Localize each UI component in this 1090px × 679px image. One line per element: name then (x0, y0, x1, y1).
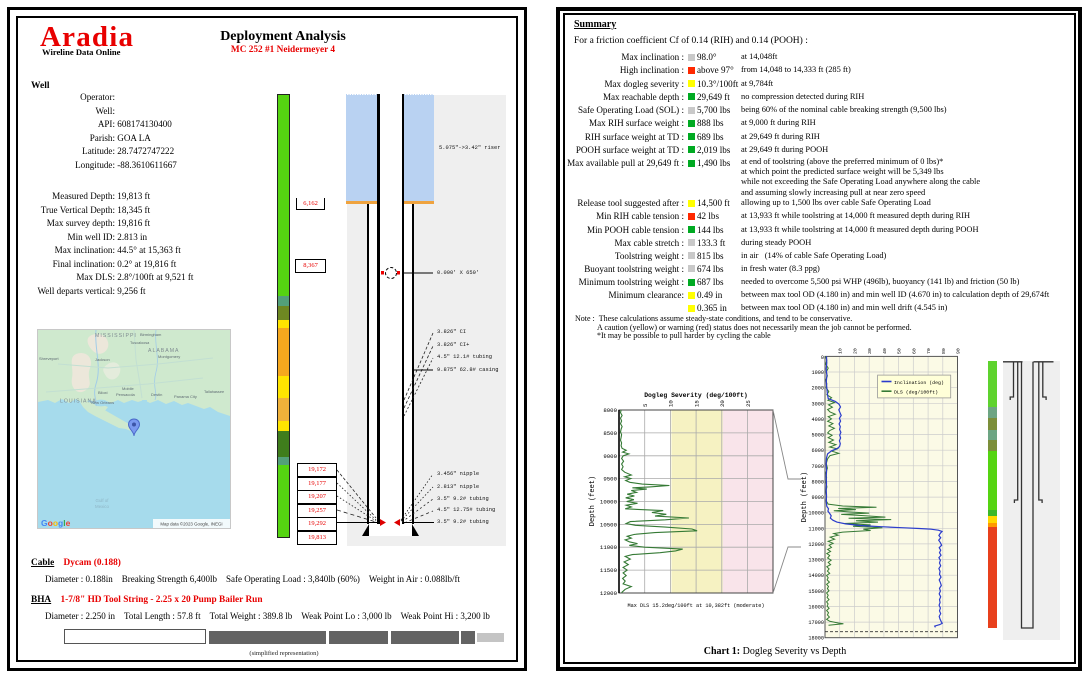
svg-text:Dogleg Severity (deg/100ft): Dogleg Severity (deg/100ft) (644, 392, 748, 399)
svg-text:6000: 6000 (812, 448, 824, 454)
svg-text:2000: 2000 (812, 386, 824, 392)
svg-text:Mexico: Mexico (95, 504, 109, 509)
svg-text:25: 25 (745, 400, 752, 407)
svg-text:ALABAMA: ALABAMA (148, 348, 180, 354)
svg-text:Destin: Destin (151, 392, 162, 397)
svg-text:16000: 16000 (808, 604, 824, 610)
svg-text:10000: 10000 (600, 499, 618, 506)
svg-text:15000: 15000 (808, 589, 824, 595)
svg-text:20: 20 (852, 348, 858, 354)
svg-text:Max DLS 15.2deg/100ft at 10,38: Max DLS 15.2deg/100ft at 10,382ft (moder… (628, 603, 765, 609)
svg-text:9000: 9000 (812, 495, 824, 501)
svg-text:8500: 8500 (603, 430, 617, 437)
svg-text:10500: 10500 (600, 521, 618, 528)
svg-text:12000: 12000 (808, 542, 824, 548)
svg-text:9500: 9500 (603, 476, 617, 483)
svg-text:5: 5 (642, 403, 649, 407)
svg-text:13000: 13000 (808, 558, 824, 564)
svg-text:MISSISSIPPI: MISSISSIPPI (95, 333, 137, 339)
svg-text:0: 0 (821, 355, 824, 361)
svg-text:20: 20 (719, 400, 726, 407)
svg-text:4000: 4000 (812, 417, 824, 423)
svg-text:Birmingham: Birmingham (140, 332, 162, 337)
svg-text:70: 70 (926, 348, 932, 354)
svg-text:Montgomery: Montgomery (158, 354, 180, 359)
svg-text:18000: 18000 (808, 636, 824, 642)
svg-text:1000: 1000 (812, 370, 824, 376)
svg-text:10000: 10000 (808, 511, 824, 517)
svg-text:11000: 11000 (600, 544, 618, 551)
svg-text:30: 30 (867, 348, 873, 354)
svg-text:LOUISIANA: LOUISIANA (60, 399, 97, 405)
svg-text:Map data ©2023 Google, INEGI: Map data ©2023 Google, INEGI (160, 522, 222, 527)
svg-text:8000: 8000 (603, 407, 617, 414)
svg-text:Google: Google (41, 518, 71, 528)
svg-text:8000: 8000 (812, 479, 824, 485)
svg-text:Gulf of: Gulf of (96, 498, 110, 503)
svg-text:New Orleans: New Orleans (91, 400, 114, 405)
svg-text:Inclination (deg): Inclination (deg) (894, 380, 944, 386)
svg-text:80: 80 (941, 348, 947, 354)
svg-text:5000: 5000 (812, 433, 824, 439)
svg-text:Tallahassee: Tallahassee (204, 390, 224, 394)
svg-text:50: 50 (897, 348, 903, 354)
svg-text:12000: 12000 (600, 590, 618, 597)
svg-text:10: 10 (668, 400, 675, 407)
svg-text:17000: 17000 (808, 620, 824, 626)
svg-text:Depth (feet): Depth (feet) (589, 476, 597, 526)
svg-text:Mobile: Mobile (122, 386, 135, 391)
svg-text:14000: 14000 (808, 573, 824, 579)
svg-text:DLS (deg/100ft): DLS (deg/100ft) (894, 390, 938, 396)
svg-text:Depth (feet): Depth (feet) (801, 472, 809, 522)
svg-text:15: 15 (693, 400, 700, 407)
svg-text:11500: 11500 (600, 567, 618, 574)
svg-text:Biloxi: Biloxi (98, 390, 108, 395)
svg-text:Panama City: Panama City (174, 394, 197, 399)
svg-text:60: 60 (911, 348, 917, 354)
svg-text:Jackson: Jackson (95, 357, 110, 362)
svg-text:7000: 7000 (812, 464, 824, 470)
svg-text:10: 10 (838, 348, 844, 354)
svg-text:90: 90 (956, 348, 962, 354)
svg-text:Shreveport: Shreveport (39, 356, 59, 361)
svg-text:11000: 11000 (808, 526, 824, 532)
svg-text:Pensacola: Pensacola (116, 392, 135, 397)
svg-text:3000: 3000 (812, 401, 824, 407)
svg-text:Tuscaloosa: Tuscaloosa (130, 341, 150, 345)
svg-text:9000: 9000 (603, 453, 617, 460)
svg-text:40: 40 (882, 348, 888, 354)
